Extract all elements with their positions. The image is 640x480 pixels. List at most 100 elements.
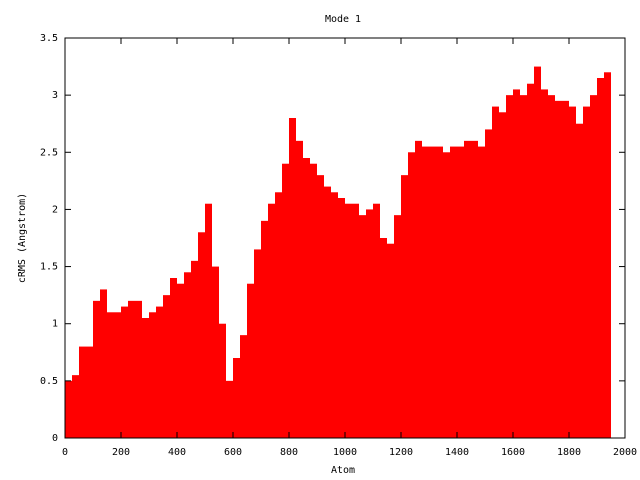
bar (198, 232, 205, 438)
bar (107, 312, 114, 438)
bar (170, 278, 177, 438)
bar (331, 192, 338, 438)
chart-title: Mode 1 (325, 14, 361, 25)
bar (324, 186, 331, 438)
bar (261, 220, 268, 438)
bar (177, 283, 184, 438)
bar (415, 140, 422, 438)
bar (569, 106, 576, 439)
bar (226, 380, 233, 438)
bar (471, 140, 478, 438)
y-tick-label: 1.5 (40, 262, 58, 273)
bar (156, 306, 163, 438)
bar (345, 203, 352, 438)
bar (128, 300, 135, 438)
bar (527, 83, 534, 438)
x-tick-label: 1400 (445, 447, 469, 458)
x-tick-label: 800 (280, 447, 298, 458)
bar (513, 89, 520, 438)
x-tick-label: 0 (62, 447, 68, 458)
bar (492, 106, 499, 439)
bar (275, 192, 282, 438)
y-tick-label: 2.5 (40, 147, 58, 158)
bar (65, 380, 72, 438)
bar (485, 129, 492, 438)
bar (135, 300, 142, 438)
bar (394, 215, 401, 438)
bar (72, 375, 79, 438)
bar (317, 175, 324, 438)
bar (422, 146, 429, 439)
plot-border (64, 37, 626, 439)
bar (562, 100, 569, 438)
y-axis-label: cRMS (Angstrom) (17, 193, 28, 283)
bar (247, 283, 254, 438)
x-tick-label: 1600 (501, 447, 525, 458)
bar (478, 146, 485, 439)
bar (548, 95, 555, 439)
bar (289, 118, 296, 438)
y-tick-label: 0.5 (40, 376, 58, 387)
bar (408, 152, 415, 439)
y-tick-label: 1 (52, 319, 58, 330)
bar (205, 203, 212, 438)
bar (401, 175, 408, 438)
x-axis-label: Atom (331, 465, 355, 476)
bar (520, 95, 527, 439)
y-tick-label: 0 (52, 433, 58, 444)
bar (429, 146, 436, 439)
bar (282, 163, 289, 438)
bar (366, 209, 373, 438)
bar (114, 312, 121, 438)
bar (310, 163, 317, 438)
bar (583, 106, 590, 439)
bar (436, 146, 443, 439)
bar (541, 89, 548, 438)
bar (191, 260, 198, 438)
bar (534, 66, 541, 439)
x-tick-label: 400 (168, 447, 186, 458)
bar (443, 152, 450, 439)
bar (121, 306, 128, 438)
bar (233, 358, 240, 438)
bar (219, 323, 226, 438)
bar (464, 140, 471, 438)
bar (79, 346, 86, 438)
bar (352, 203, 359, 438)
y-tick-label: 3.5 (40, 33, 58, 44)
x-tick-label: 1800 (557, 447, 581, 458)
x-tick-label: 200 (112, 447, 130, 458)
bar (506, 95, 513, 439)
x-tick-label: 1000 (333, 447, 357, 458)
bar (338, 198, 345, 438)
bar (93, 300, 100, 438)
bar (576, 123, 583, 438)
bar (604, 72, 611, 439)
bar (296, 140, 303, 438)
bar (499, 112, 506, 439)
y-tick-label: 3 (52, 90, 58, 101)
x-tick-label: 600 (224, 447, 242, 458)
bar (184, 272, 191, 438)
bar (387, 243, 394, 438)
bar (359, 215, 366, 438)
bar (268, 203, 275, 438)
bar (373, 203, 380, 438)
bar (457, 146, 464, 439)
bar (590, 95, 597, 439)
bar (100, 289, 107, 438)
bar (149, 312, 156, 438)
bar (450, 146, 457, 439)
bar (597, 78, 604, 438)
bar (254, 249, 261, 438)
bar (303, 158, 310, 438)
bar (163, 295, 170, 438)
bar (240, 335, 247, 438)
bar (142, 318, 149, 438)
bar (212, 266, 219, 438)
bar (555, 100, 562, 438)
x-tick-label: 2000 (613, 447, 637, 458)
y-tick-label: 2 (52, 204, 58, 215)
bar (86, 346, 93, 438)
